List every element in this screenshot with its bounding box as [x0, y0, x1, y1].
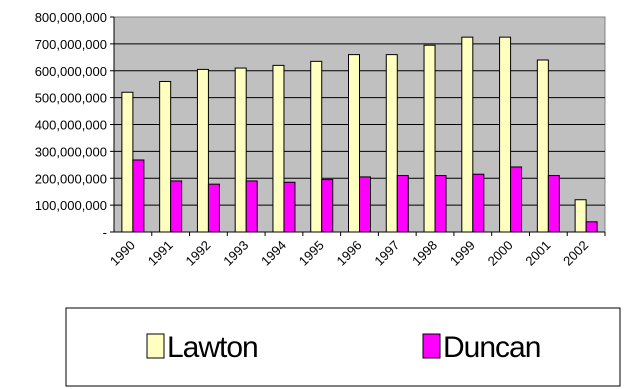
bar-lawton [159, 81, 172, 233]
bar-lawton [385, 54, 398, 233]
bar-lawton [536, 59, 549, 233]
bar-duncan [359, 176, 371, 233]
legend-swatch-duncan [422, 333, 441, 359]
bar-lawton [272, 64, 285, 233]
y-tick-label: - [103, 225, 107, 240]
bar-duncan [132, 159, 145, 233]
bar-duncan [207, 183, 220, 233]
bar-lawton [423, 44, 436, 233]
y-tick-label: 700,000,000 [35, 37, 107, 52]
y-axis: - 100,000,000 200,000,000 300,000,000 400,00… [35, 10, 114, 240]
x-tick-label: 1991 [145, 238, 176, 269]
bar-duncan [245, 180, 258, 233]
legend: Lawton Duncan [65, 307, 621, 387]
x-tick-label: 1999 [447, 238, 478, 269]
bar-lawton [574, 199, 587, 233]
x-tick-label: 1997 [371, 238, 402, 269]
x-tick-label: 1990 [107, 238, 138, 269]
bar-lawton [499, 36, 512, 233]
y-tick-label: 200,000,000 [35, 171, 107, 186]
bar-duncan [321, 179, 334, 233]
y-tick-label: 400,000,000 [35, 118, 107, 133]
bar-lawton [196, 68, 209, 233]
x-tick-label: 1995 [296, 238, 327, 269]
y-tick-label: 600,000,000 [35, 64, 107, 79]
legend-label-duncan: Duncan [443, 331, 540, 364]
y-tick-label: 100,000,000 [35, 198, 107, 213]
x-tick-label: 2000 [485, 238, 516, 269]
y-tick-label: 800,000,000 [35, 10, 107, 25]
bar-duncan [396, 175, 409, 233]
bar-duncan [547, 175, 560, 233]
x-tick-label: 2002 [560, 238, 591, 269]
x-axis: 1990 1991 1992 1993 1994 1995 1996 1997 1998 1999… [107, 232, 606, 269]
bar-lawton [348, 54, 360, 233]
x-tick-label: 1996 [334, 238, 365, 269]
x-tick-label: 1993 [220, 238, 251, 269]
bar-duncan [170, 180, 183, 233]
legend-label-lawton: Lawton [167, 331, 258, 364]
legend-swatch-lawton [146, 333, 165, 359]
bar-lawton [461, 36, 474, 233]
x-tick-label: 1998 [409, 238, 440, 269]
x-tick-label: 2001 [522, 238, 553, 269]
bar-lawton [310, 60, 323, 233]
bar-duncan [472, 173, 485, 233]
x-tick-label: 1994 [258, 238, 289, 269]
y-tick-label: 300,000,000 [35, 144, 107, 159]
bar-duncan [283, 181, 296, 233]
bar-duncan [510, 166, 523, 233]
bar-lawton [234, 67, 247, 233]
bar-lawton [121, 91, 134, 233]
y-tick-label: 500,000,000 [35, 91, 107, 106]
bar-duncan [585, 221, 598, 233]
x-tick-label: 1992 [182, 238, 213, 269]
bar-duncan [434, 175, 447, 233]
